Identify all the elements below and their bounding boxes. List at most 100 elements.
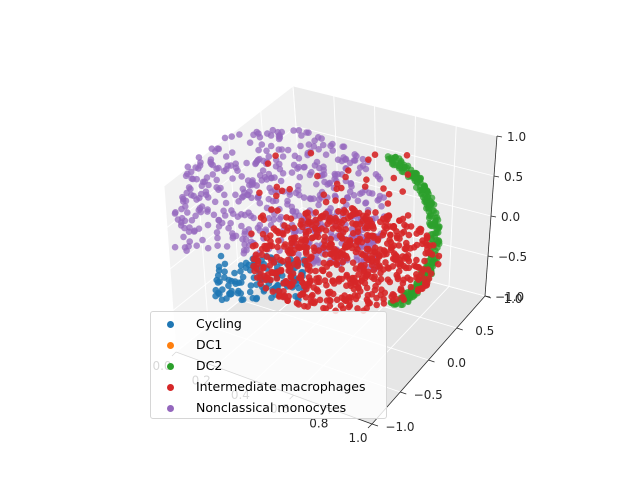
point-intermediate-macrophages <box>314 288 322 295</box>
legend-marker-intermediate-macrophages <box>167 384 174 391</box>
point-nonclassical-monocytes <box>315 259 323 266</box>
gridline-z-back <box>298 166 492 217</box>
point-nonclassical-monocytes <box>183 189 190 197</box>
point-nonclassical-monocytes <box>297 142 304 150</box>
point-intermediate-macrophages <box>352 221 359 228</box>
point-cycling <box>225 282 232 290</box>
point-intermediate-macrophages <box>293 299 301 307</box>
point-nonclassical-monocytes <box>228 207 235 214</box>
point-dc2 <box>407 166 415 174</box>
point-intermediate-macrophages <box>301 302 308 310</box>
point-intermediate-macrophages <box>256 189 263 197</box>
point-intermediate-macrophages <box>372 209 379 216</box>
point-intermediate-macrophages <box>284 297 292 305</box>
point-intermediate-macrophages <box>338 266 346 273</box>
point-intermediate-macrophages <box>250 255 258 263</box>
y-tick-label: 0.0 <box>447 356 466 370</box>
point-nonclassical-monocytes <box>259 167 267 174</box>
point-nonclassical-monocytes <box>203 191 210 199</box>
point-intermediate-macrophages <box>340 251 348 259</box>
point-nonclassical-monocytes <box>374 197 382 204</box>
point-nonclassical-monocytes <box>228 149 236 156</box>
point-intermediate-macrophages <box>379 215 387 223</box>
point-intermediate-macrophages <box>421 257 428 265</box>
legend-marker-dc1 <box>167 342 174 349</box>
point-nonclassical-monocytes <box>232 191 239 199</box>
point-nonclassical-monocytes <box>275 146 283 153</box>
point-dc2 <box>427 201 435 209</box>
point-intermediate-macrophages <box>332 197 339 204</box>
z-tick-mark <box>484 295 491 298</box>
point-intermediate-macrophages <box>334 253 341 260</box>
point-intermediate-macrophages <box>407 283 415 291</box>
point-intermediate-macrophages <box>390 242 398 249</box>
point-nonclassical-monocytes <box>250 131 257 139</box>
point-nonclassical-monocytes <box>239 193 247 200</box>
point-intermediate-macrophages <box>310 244 318 251</box>
point-intermediate-macrophages <box>298 236 306 243</box>
point-intermediate-macrophages <box>416 225 424 233</box>
point-intermediate-macrophages <box>335 208 342 215</box>
point-nonclassical-monocytes <box>199 178 207 186</box>
point-cycling <box>246 288 254 296</box>
y-tick-mark <box>371 423 379 427</box>
y-tick-mark <box>456 327 463 331</box>
point-nonclassical-monocytes <box>267 132 275 139</box>
point-intermediate-macrophages <box>352 248 360 256</box>
point-intermediate-macrophages <box>350 205 357 213</box>
point-intermediate-macrophages <box>306 277 314 285</box>
point-nonclassical-monocytes <box>266 184 273 192</box>
point-intermediate-macrophages <box>304 213 312 221</box>
point-nonclassical-monocytes <box>209 171 217 178</box>
point-intermediate-macrophages <box>260 264 267 272</box>
point-dc2 <box>417 174 424 182</box>
z-tick-label: −1.0 <box>495 290 524 304</box>
point-intermediate-macrophages <box>354 305 361 312</box>
point-intermediate-macrophages <box>358 250 365 257</box>
point-intermediate-macrophages <box>287 273 295 281</box>
point-intermediate-macrophages <box>412 263 420 270</box>
point-intermediate-macrophages <box>321 237 328 245</box>
point-intermediate-macrophages <box>355 284 362 292</box>
point-nonclassical-monocytes <box>295 127 303 134</box>
point-nonclassical-monocytes <box>279 170 287 177</box>
point-nonclassical-monocytes <box>253 182 260 189</box>
point-nonclassical-monocytes <box>238 173 245 180</box>
point-dc2 <box>419 186 427 193</box>
point-intermediate-macrophages <box>273 253 281 261</box>
point-cycling <box>216 278 223 285</box>
point-cycling <box>247 282 255 289</box>
point-intermediate-macrophages <box>272 152 279 159</box>
point-intermediate-macrophages <box>333 180 341 188</box>
point-intermediate-macrophages <box>413 256 420 264</box>
point-intermediate-macrophages <box>263 253 271 260</box>
point-nonclassical-monocytes <box>187 168 195 176</box>
point-intermediate-macrophages <box>321 277 329 284</box>
point-intermediate-macrophages <box>363 304 371 312</box>
point-nonclassical-monocytes <box>252 159 260 167</box>
point-cycling <box>217 252 225 260</box>
point-nonclassical-monocytes <box>275 135 283 143</box>
z-tick-label: 0.0 <box>501 210 520 224</box>
point-nonclassical-monocytes <box>254 194 262 202</box>
point-nonclassical-monocytes <box>182 172 190 180</box>
point-intermediate-macrophages <box>327 259 334 267</box>
point-dc2 <box>409 293 417 301</box>
point-intermediate-macrophages <box>403 152 411 159</box>
point-nonclassical-monocytes <box>221 134 229 142</box>
legend-item-nonclassical-monocytes: Nonclassical monocytes <box>151 399 386 420</box>
point-nonclassical-monocytes <box>192 164 199 171</box>
point-intermediate-macrophages <box>267 232 274 239</box>
y-tick-label: 0.5 <box>475 324 494 338</box>
point-cycling <box>242 259 250 267</box>
point-cycling <box>214 272 222 279</box>
point-intermediate-macrophages <box>363 284 371 292</box>
point-intermediate-macrophages <box>313 275 320 282</box>
point-intermediate-macrophages <box>279 258 287 265</box>
point-nonclassical-monocytes <box>366 189 373 197</box>
point-nonclassical-monocytes <box>277 213 285 221</box>
point-intermediate-macrophages <box>363 223 371 231</box>
point-cycling <box>231 269 238 277</box>
point-nonclassical-monocytes <box>241 230 248 238</box>
point-nonclassical-monocytes <box>258 141 266 148</box>
